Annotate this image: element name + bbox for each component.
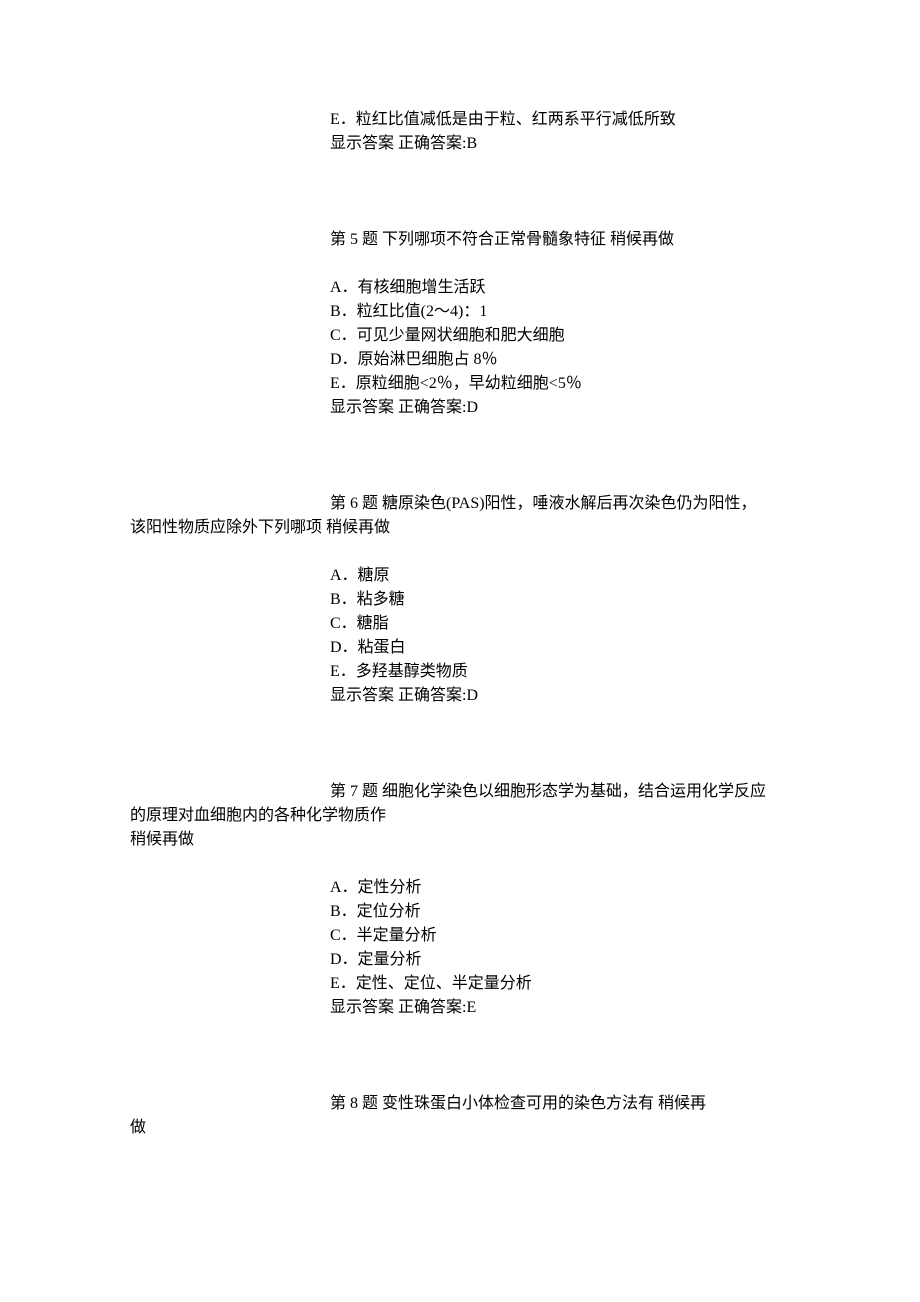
spacer bbox=[130, 156, 790, 228]
q5-title: 第 5 题 下列哪项不符合正常骨髓象特征 稍候再做 bbox=[130, 228, 790, 252]
q7-title-cont1: 的原理对血细胞内的各种化学物质作 bbox=[130, 804, 790, 828]
q6-option-a: A．糖原 bbox=[130, 564, 790, 588]
q7-title: 第 7 题 细胞化学染色以细胞形态学为基础，结合运用化学反应 bbox=[130, 780, 790, 804]
spacer bbox=[130, 852, 790, 876]
q6-answer-line: 显示答案 正确答案:D bbox=[130, 684, 790, 708]
q5-option-d: D．原始淋巴细胞占 8％ bbox=[130, 348, 790, 372]
q6-title: 第 6 题 糖原染色(PAS)阳性，唾液水解后再次染色仍为阳性， bbox=[130, 492, 790, 516]
q7-title-cont2: 稍候再做 bbox=[130, 828, 790, 852]
spacer bbox=[130, 252, 790, 276]
q8-title: 第 8 题 变性珠蛋白小体检查可用的染色方法有 稍候再 bbox=[130, 1092, 790, 1116]
q5-option-c: C．可见少量网状细胞和肥大细胞 bbox=[130, 324, 790, 348]
spacer bbox=[130, 708, 790, 780]
q7-option-e: E．定性、定位、半定量分析 bbox=[130, 972, 790, 996]
q7-option-d: D．定量分析 bbox=[130, 948, 790, 972]
q7-option-c: C．半定量分析 bbox=[130, 924, 790, 948]
q6-option-c: C．糖脂 bbox=[130, 612, 790, 636]
q5-answer-line: 显示答案 正确答案:D bbox=[130, 396, 790, 420]
q4-answer-line: 显示答案 正确答案:B bbox=[130, 132, 790, 156]
q6-option-b: B．粘多糖 bbox=[130, 588, 790, 612]
q7-option-a: A．定性分析 bbox=[130, 876, 790, 900]
spacer bbox=[130, 420, 790, 492]
q6-option-e: E．多羟基醇类物质 bbox=[130, 660, 790, 684]
q5-option-a: A．有核细胞增生活跃 bbox=[130, 276, 790, 300]
q5-option-b: B．粒红比值(2～4)：1 bbox=[130, 300, 790, 324]
q5-option-e: E．原粒细胞<2％，早幼粒细胞<5％ bbox=[130, 372, 790, 396]
q6-title-cont: 该阳性物质应除外下列哪项 稍候再做 bbox=[130, 516, 790, 540]
q7-option-b: B．定位分析 bbox=[130, 900, 790, 924]
spacer bbox=[130, 540, 790, 564]
document-page: E．粒红比值减低是由于粒、红两系平行减低所致 显示答案 正确答案:B 第 5 题… bbox=[0, 0, 920, 1302]
spacer bbox=[130, 1020, 790, 1092]
q7-answer-line: 显示答案 正确答案:E bbox=[130, 996, 790, 1020]
q8-title-cont: 做 bbox=[130, 1116, 790, 1140]
q4-option-e: E．粒红比值减低是由于粒、红两系平行减低所致 bbox=[130, 108, 790, 132]
q6-option-d: D．粘蛋白 bbox=[130, 636, 790, 660]
